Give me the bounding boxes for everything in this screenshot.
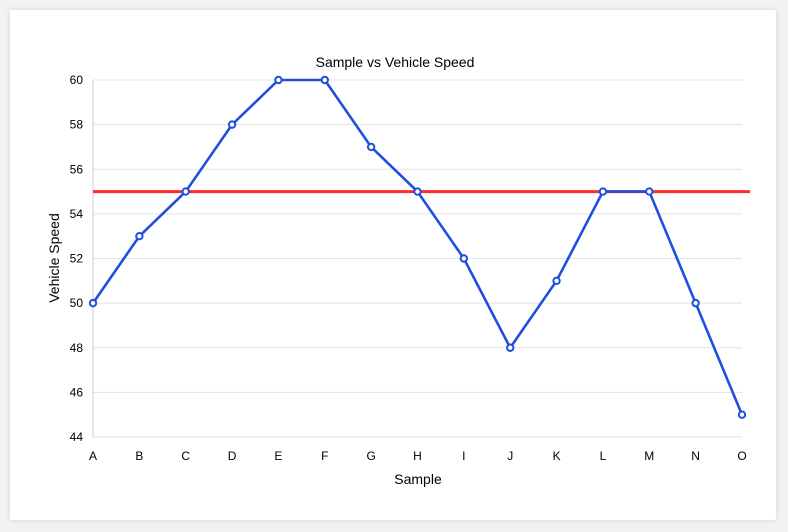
data-point — [506, 343, 515, 352]
x-tick-label: F — [321, 449, 328, 463]
data-point — [88, 298, 98, 308]
x-tick-label: G — [366, 449, 375, 463]
y-tick-label: 50 — [70, 296, 84, 310]
x-axis-ticks: A B C D E F G H I J K L M N O — [89, 449, 747, 463]
y-tick-label: 54 — [70, 207, 84, 221]
data-point — [598, 187, 608, 196]
series-line — [91, 78, 744, 416]
x-tick-label: J — [507, 449, 513, 463]
x-axis-label: Sample — [394, 471, 442, 487]
data-point — [691, 298, 700, 308]
data-point — [181, 187, 190, 196]
chart-card — [10, 10, 776, 520]
x-tick-label: N — [691, 449, 700, 463]
y-axis-label: Vehicle Speed — [46, 213, 62, 303]
data-point — [135, 231, 144, 241]
y-tick-label: 52 — [70, 252, 84, 266]
y-tick-label: 58 — [70, 118, 84, 132]
x-tick-label: L — [600, 449, 607, 463]
x-tick-label: B — [135, 449, 143, 463]
x-tick-label: E — [274, 449, 282, 463]
data-point — [320, 75, 329, 85]
data-point — [274, 75, 283, 85]
x-tick-label: H — [413, 449, 422, 463]
y-tick-label: 48 — [70, 341, 84, 355]
x-tick-label: A — [89, 449, 97, 463]
y-tick-label: 46 — [70, 385, 84, 399]
x-tick-label: M — [644, 449, 654, 463]
y-tick-label: 44 — [70, 430, 84, 444]
x-tick-label: C — [181, 449, 190, 463]
data-point — [366, 142, 376, 152]
gridlines — [92, 79, 742, 438]
x-tick-label: K — [553, 449, 561, 463]
chart-title: Sample vs Vehicle Speed — [316, 54, 475, 70]
data-point — [552, 276, 561, 286]
x-tick-label: O — [737, 449, 746, 463]
data-point — [413, 187, 422, 196]
y-axis-ticks: 44 46 48 50 52 54 56 58 60 — [70, 73, 84, 444]
data-point — [227, 120, 237, 129]
x-tick-label: D — [228, 449, 237, 463]
y-tick-label: 60 — [70, 73, 84, 87]
data-point — [645, 187, 654, 196]
series-vehicle-speed — [88, 75, 747, 419]
data-point — [459, 254, 469, 263]
x-tick-label: I — [462, 449, 465, 463]
data-point — [737, 410, 747, 419]
y-tick-label: 56 — [70, 162, 84, 176]
